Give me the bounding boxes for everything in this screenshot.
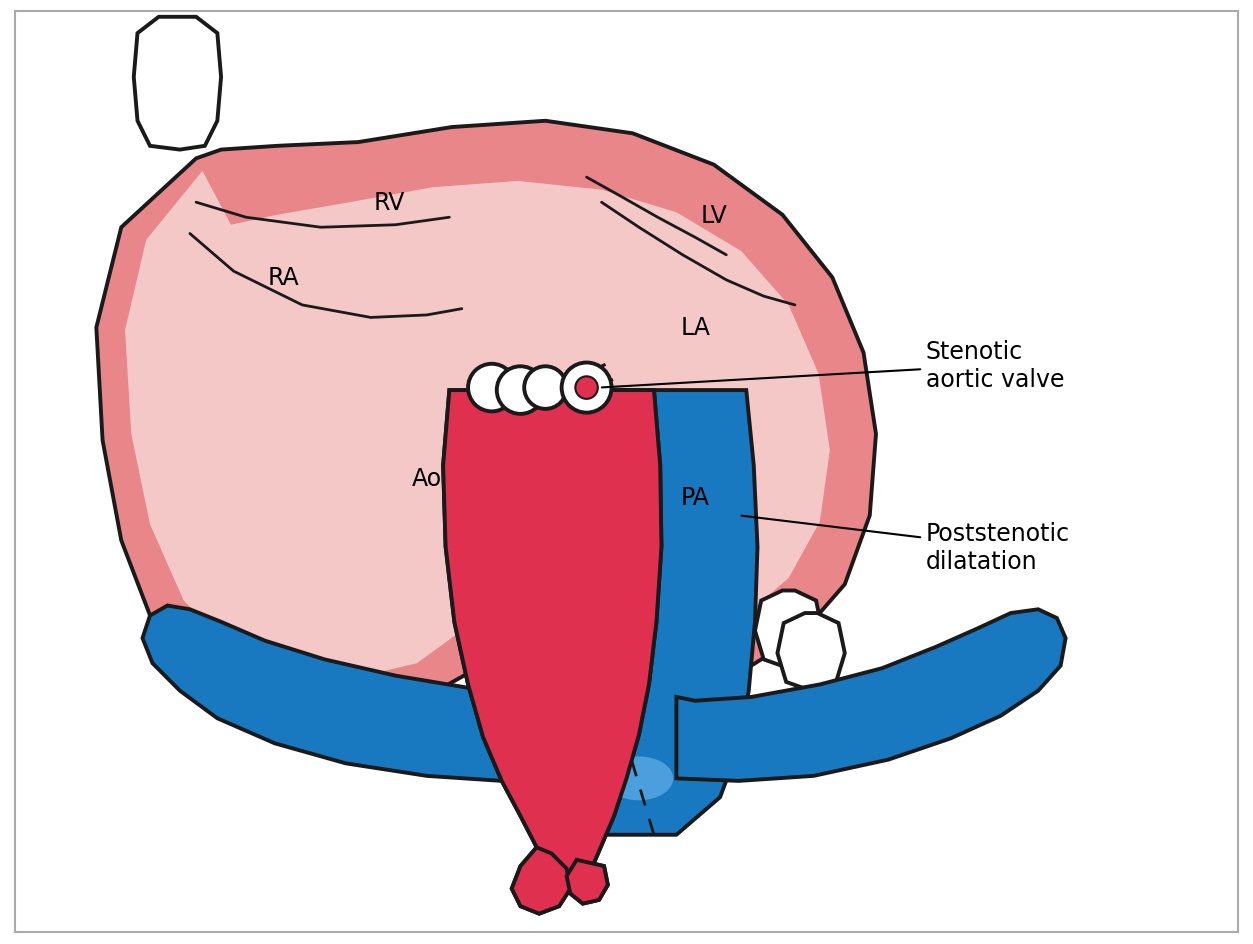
Polygon shape [125,172,829,679]
Text: RV: RV [373,191,405,215]
Text: Ao: Ao [412,466,442,490]
Text: LA: LA [680,316,710,340]
Text: RA: RA [268,266,299,290]
Text: Poststenotic
dilatation: Poststenotic dilatation [742,516,1070,573]
Polygon shape [511,848,570,914]
Text: Stenotic
aortic valve: Stenotic aortic valve [601,340,1064,392]
Polygon shape [566,860,608,903]
Polygon shape [756,591,822,668]
Polygon shape [134,18,221,150]
Circle shape [575,377,598,399]
Text: PA: PA [680,485,709,509]
Circle shape [496,367,544,414]
Polygon shape [511,848,570,914]
Text: LV: LV [700,204,727,228]
Polygon shape [566,860,608,903]
Polygon shape [444,391,662,879]
Polygon shape [520,391,591,631]
Polygon shape [143,606,564,781]
Circle shape [561,363,611,413]
Polygon shape [777,614,845,691]
Polygon shape [517,391,758,834]
Polygon shape [444,391,662,879]
Circle shape [469,364,515,412]
Polygon shape [96,122,876,718]
Ellipse shape [605,757,673,801]
Circle shape [524,367,566,410]
Polygon shape [520,391,652,834]
Polygon shape [677,610,1065,781]
